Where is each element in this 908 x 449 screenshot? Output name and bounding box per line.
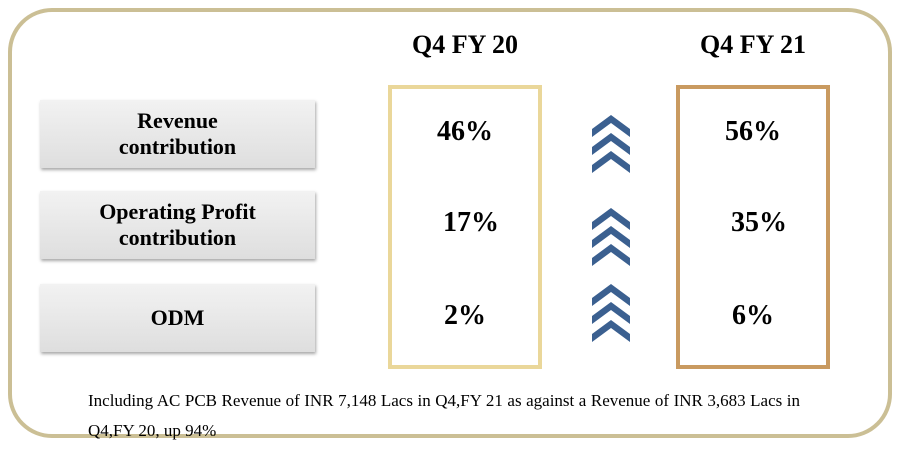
label-line: Operating Profit <box>99 199 256 224</box>
value: 17% <box>443 207 499 238</box>
value: 46% <box>437 116 493 147</box>
column-header: Q4 FY 21 <box>700 30 806 59</box>
label-line: contribution <box>118 134 237 159</box>
chevron-icon <box>592 115 630 173</box>
row-label: ODM <box>40 284 315 352</box>
column-header: Q4 FY 20 <box>412 30 518 59</box>
footnote: Including AC PCB Revenue of INR 7,148 La… <box>88 391 800 440</box>
value: 35% <box>731 207 787 238</box>
label-line: contribution <box>118 225 237 250</box>
frame <box>8 8 892 438</box>
column-box <box>388 85 542 369</box>
label-line: Revenue <box>137 108 218 133</box>
row-label: Revenue contribution <box>40 100 315 168</box>
column-box <box>676 85 830 369</box>
chevron-icon <box>592 284 630 342</box>
value: 56% <box>725 116 781 147</box>
value: 2% <box>444 300 486 331</box>
chevron-icon <box>592 208 630 266</box>
label-line: ODM <box>150 305 205 330</box>
value: 6% <box>732 300 774 331</box>
row-label: Operating Profit contribution <box>40 191 315 259</box>
